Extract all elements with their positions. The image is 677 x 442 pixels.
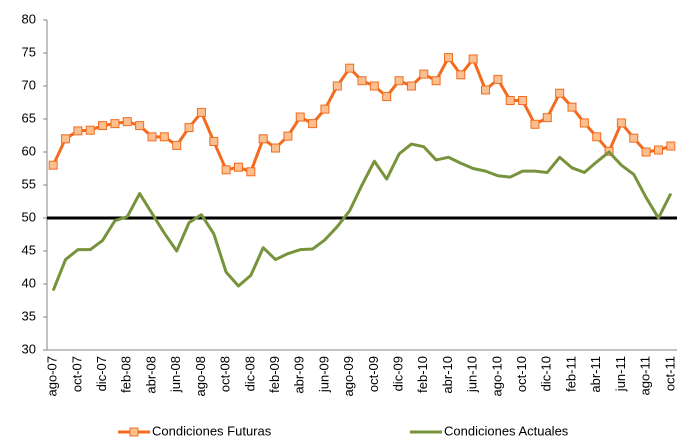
point-marker	[530, 119, 540, 129]
point-marker	[406, 81, 416, 91]
point-marker	[357, 76, 367, 86]
point-marker	[616, 118, 626, 128]
legend-label: Condiciones Actuales	[444, 423, 569, 438]
point-marker	[641, 147, 651, 157]
point-marker	[271, 143, 281, 153]
y-tick-label: 55	[22, 176, 36, 191]
x-tick-label: jun-09	[316, 356, 331, 393]
point-marker	[308, 119, 318, 129]
point-marker	[653, 145, 663, 155]
point-marker	[345, 63, 355, 73]
point-marker	[592, 132, 602, 142]
x-tick-label: abr-09	[292, 356, 307, 394]
y-tick-label: 80	[22, 11, 36, 26]
x-tick-label: ago-07	[45, 356, 60, 396]
point-marker	[579, 118, 589, 128]
x-tick-label: oct-11	[662, 356, 677, 391]
point-marker	[505, 96, 515, 106]
point-marker	[443, 53, 453, 63]
x-tick-label: dic-08	[242, 356, 257, 391]
point-marker	[332, 81, 342, 91]
x-tick-label: feb-11	[563, 356, 578, 392]
point-marker	[295, 112, 305, 122]
y-tick-label: 65	[22, 110, 36, 125]
point-marker	[196, 107, 206, 117]
x-tick-label: abr-11	[588, 356, 603, 393]
point-marker	[233, 162, 243, 172]
point-marker	[493, 74, 503, 84]
x-tick-label: dic-09	[390, 356, 405, 391]
x-tick-label: abr-08	[143, 356, 158, 394]
x-tick-label: oct-10	[514, 356, 529, 392]
legend-marker	[129, 427, 139, 437]
point-marker	[567, 102, 577, 112]
y-tick-label: 50	[22, 209, 36, 224]
point-marker	[666, 141, 676, 151]
y-tick-label: 70	[22, 77, 36, 92]
point-marker	[135, 121, 145, 131]
x-tick-label: oct-07	[69, 356, 84, 392]
series-line	[51, 142, 673, 292]
y-tick-label: 40	[22, 275, 36, 290]
point-marker	[122, 117, 132, 127]
y-tick-label: 45	[22, 242, 36, 257]
x-tick-label: feb-10	[415, 356, 430, 393]
point-marker	[382, 92, 392, 102]
point-marker	[147, 132, 157, 142]
point-marker	[73, 126, 83, 136]
point-marker	[172, 140, 182, 150]
point-marker	[159, 132, 169, 142]
y-tick-label: 35	[22, 308, 36, 323]
x-tick-label: abr-10	[440, 356, 455, 394]
y-tick-label: 30	[22, 341, 36, 356]
point-marker	[456, 70, 466, 80]
point-marker	[48, 160, 58, 170]
point-marker	[110, 119, 120, 129]
point-marker	[98, 121, 108, 131]
x-tick-label: dic-07	[94, 356, 109, 391]
point-marker	[481, 85, 491, 95]
legend-label: Condiciones Futuras	[152, 423, 272, 438]
point-marker	[555, 88, 565, 98]
x-tick-label: ago-11	[638, 356, 653, 396]
x-tick-label: oct-08	[218, 356, 233, 392]
y-tick-label: 60	[22, 143, 36, 158]
point-marker	[61, 134, 71, 144]
point-marker	[246, 167, 256, 177]
x-tick-label: feb-08	[119, 356, 134, 393]
series-line	[51, 56, 672, 174]
x-tick-label: oct-09	[366, 356, 381, 392]
point-marker	[394, 76, 404, 86]
point-marker	[542, 113, 552, 123]
point-marker	[85, 125, 95, 135]
x-tick-label: feb-09	[267, 356, 282, 393]
point-marker	[629, 133, 639, 143]
point-marker	[283, 131, 293, 141]
point-marker	[468, 54, 478, 64]
x-tick-label: ago-09	[341, 356, 356, 396]
y-tick-label: 75	[22, 44, 36, 59]
x-tick-label: ago-10	[489, 356, 504, 396]
x-tick-label: dic-10	[539, 356, 554, 391]
point-marker	[431, 76, 441, 86]
point-marker	[221, 165, 231, 175]
x-tick-label: jun-10	[465, 356, 480, 393]
x-tick-label: jun-11	[613, 356, 628, 392]
point-marker	[518, 96, 528, 106]
x-tick-label: jun-08	[168, 356, 183, 393]
x-tick-label: ago-08	[193, 356, 208, 396]
point-marker	[369, 81, 379, 91]
point-marker	[209, 136, 219, 146]
point-marker	[258, 134, 268, 144]
point-marker	[320, 104, 330, 114]
point-marker	[184, 123, 194, 133]
point-marker	[419, 69, 429, 79]
